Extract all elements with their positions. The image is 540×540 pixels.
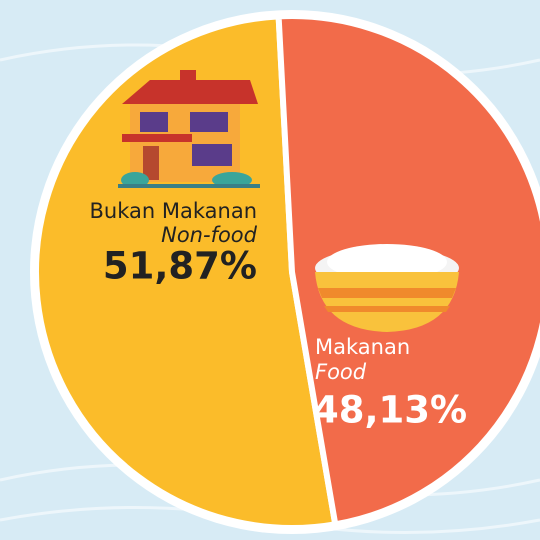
slice-category: Makanan <box>315 335 410 359</box>
chart: Bukan Makanan Non-food 51,87% Makanan Fo… <box>0 0 540 540</box>
value-label: 51,87% <box>103 245 257 288</box>
slice-category-en: Non-food <box>161 223 258 247</box>
slice-category-en: Food <box>315 360 367 384</box>
slice-category: Bukan Makanan <box>90 199 258 223</box>
value-label: 48,13% <box>313 389 467 432</box>
